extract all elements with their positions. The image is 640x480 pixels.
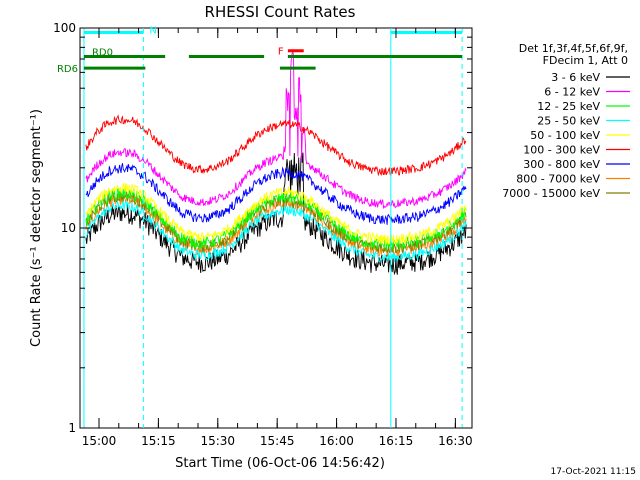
legend-label: 50 - 100 keV — [530, 129, 600, 142]
flag-label-RD0: RD0 — [92, 48, 113, 59]
x-tick-label: 15:30 — [200, 434, 235, 448]
legend: Det 1f,3f,4f,5f,6f,9f, FDecim 1, Att 0 3… — [502, 42, 630, 200]
series-line-7000-15000keV — [85, 190, 467, 254]
x-tick-label: 15:15 — [141, 434, 176, 448]
series-line-100-300keV — [85, 114, 467, 178]
y-tick-label: 1 — [68, 421, 76, 435]
x-tick-label: 15:45 — [260, 434, 295, 448]
legend-label: 25 - 50 keV — [537, 115, 600, 128]
series-line-12-25keV — [85, 187, 467, 251]
x-axis-label: Start Time (06-Oct-06 14:56:42) — [175, 456, 385, 471]
x-tick-label: 15:00 — [82, 434, 117, 448]
flag-bars: N RD0 RD6 F — [57, 25, 463, 75]
flag-label-N: N — [149, 25, 156, 36]
legend-title-line-2: FDecim 1, Att 0 — [543, 54, 628, 67]
series-lines — [85, 51, 467, 276]
series-line-50-100keV — [85, 182, 467, 246]
plot-area: N RD0 RD6 F 1 10 100 15:00 15:15 15:30 15:45 16:00… — [53, 21, 473, 448]
chart-title: RHESSI Count Rates — [205, 3, 356, 21]
legend-title-line-1: Det 1f,3f,4f,5f,6f,9f, — [519, 42, 628, 55]
y-tick-label: 10 — [61, 221, 76, 235]
generation-timestamp: 17-Oct-2021 11:15 — [551, 467, 636, 477]
y-tick-label: 100 — [53, 21, 76, 35]
legend-label: 100 - 300 keV — [523, 144, 600, 157]
legend-label: 12 - 25 keV — [537, 100, 600, 113]
x-tick-label: 16:30 — [438, 434, 473, 448]
flag-label-RD6: RD6 — [57, 64, 78, 75]
legend-label: 7000 - 15000 keV — [502, 187, 600, 200]
series-line-6-12keV — [85, 51, 467, 210]
legend-label: 6 - 12 keV — [544, 86, 600, 99]
legend-label: 300 - 800 keV — [523, 158, 600, 171]
legend-label: 3 - 6 keV — [551, 71, 600, 84]
x-tick-label: 16:15 — [379, 434, 414, 448]
axes: 1 10 100 15:00 15:15 15:30 15:45 16:00 16:15 16:3… — [53, 21, 473, 448]
x-tick-label: 16:00 — [319, 434, 354, 448]
legend-label: 800 - 7000 keV — [516, 173, 600, 186]
series-line-300-800keV — [85, 163, 467, 225]
y-axis-label: Count Rate (s⁻¹ detector segment⁻¹) — [29, 109, 44, 347]
series-line-25-50keV — [85, 199, 467, 263]
flag-label-F: F — [278, 47, 284, 58]
